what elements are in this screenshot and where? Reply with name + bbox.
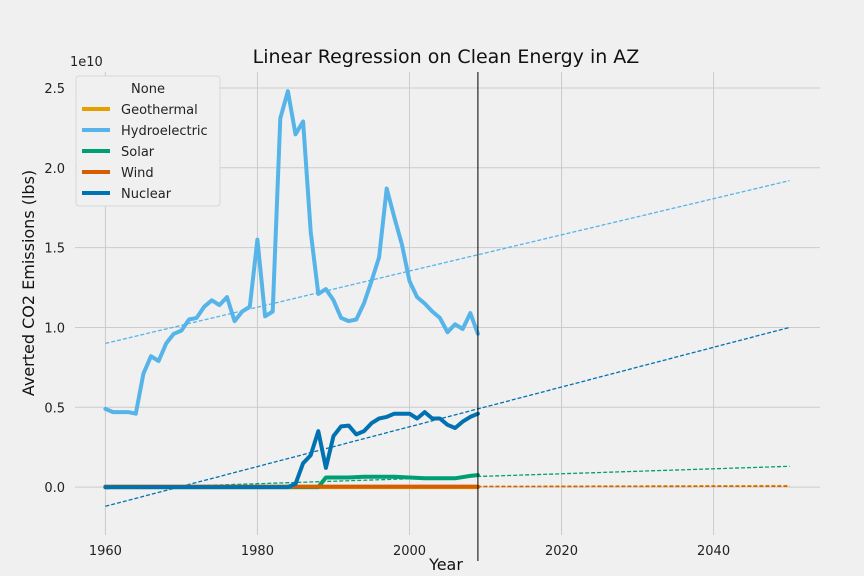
x-tick-label: 2020: [545, 544, 578, 559]
y-axis-scale-label: 1e10: [70, 55, 103, 70]
legend-label: Solar: [121, 145, 155, 160]
hydroelectric-trend-line: [105, 179, 790, 345]
x-tick-label: 2040: [697, 544, 730, 559]
grid: [75, 72, 820, 535]
y-tick-label: 2.0: [44, 162, 65, 177]
x-axis-label: Year: [428, 555, 463, 574]
y-tick-label: 0.0: [44, 481, 65, 496]
nuclear-trend-line: [105, 326, 790, 507]
series-lines: [103, 89, 480, 490]
legend-box: [75, 75, 221, 207]
y-tick-label: 2.5: [44, 82, 65, 97]
nuclear-series-line: [103, 410, 480, 490]
legend: None Geothermal Hydroelectric Solar Wind Nuc…: [75, 75, 221, 207]
x-tick-label: 1980: [241, 544, 274, 559]
hydroelectric-series-line: [103, 89, 480, 416]
chart-title: Linear Regression on Clean Energy in AZ: [253, 46, 640, 68]
x-tick-label: 2000: [393, 544, 426, 559]
ticks: 1960 1980 2000 2020 2040 0.0 0.5 1.0 1.5 2.0 2.5: [44, 82, 730, 559]
legend-label: Geothermal: [121, 103, 198, 118]
x-tick-label: 1960: [89, 544, 122, 559]
legend-label: Wind: [121, 166, 154, 181]
y-tick-label: 0.5: [44, 401, 65, 416]
legend-title: None: [131, 82, 165, 97]
y-tick-label: 1.0: [44, 321, 65, 336]
y-axis-label: Averted CO2 Emissions (lbs): [19, 170, 38, 396]
y-tick-label: 1.5: [44, 242, 65, 257]
legend-label: Nuclear: [121, 187, 172, 202]
legend-items: Geothermal Hydroelectric Solar Wind Nuclear: [82, 103, 208, 202]
solar-series-line: [103, 473, 480, 490]
legend-label: Hydroelectric: [121, 124, 208, 139]
